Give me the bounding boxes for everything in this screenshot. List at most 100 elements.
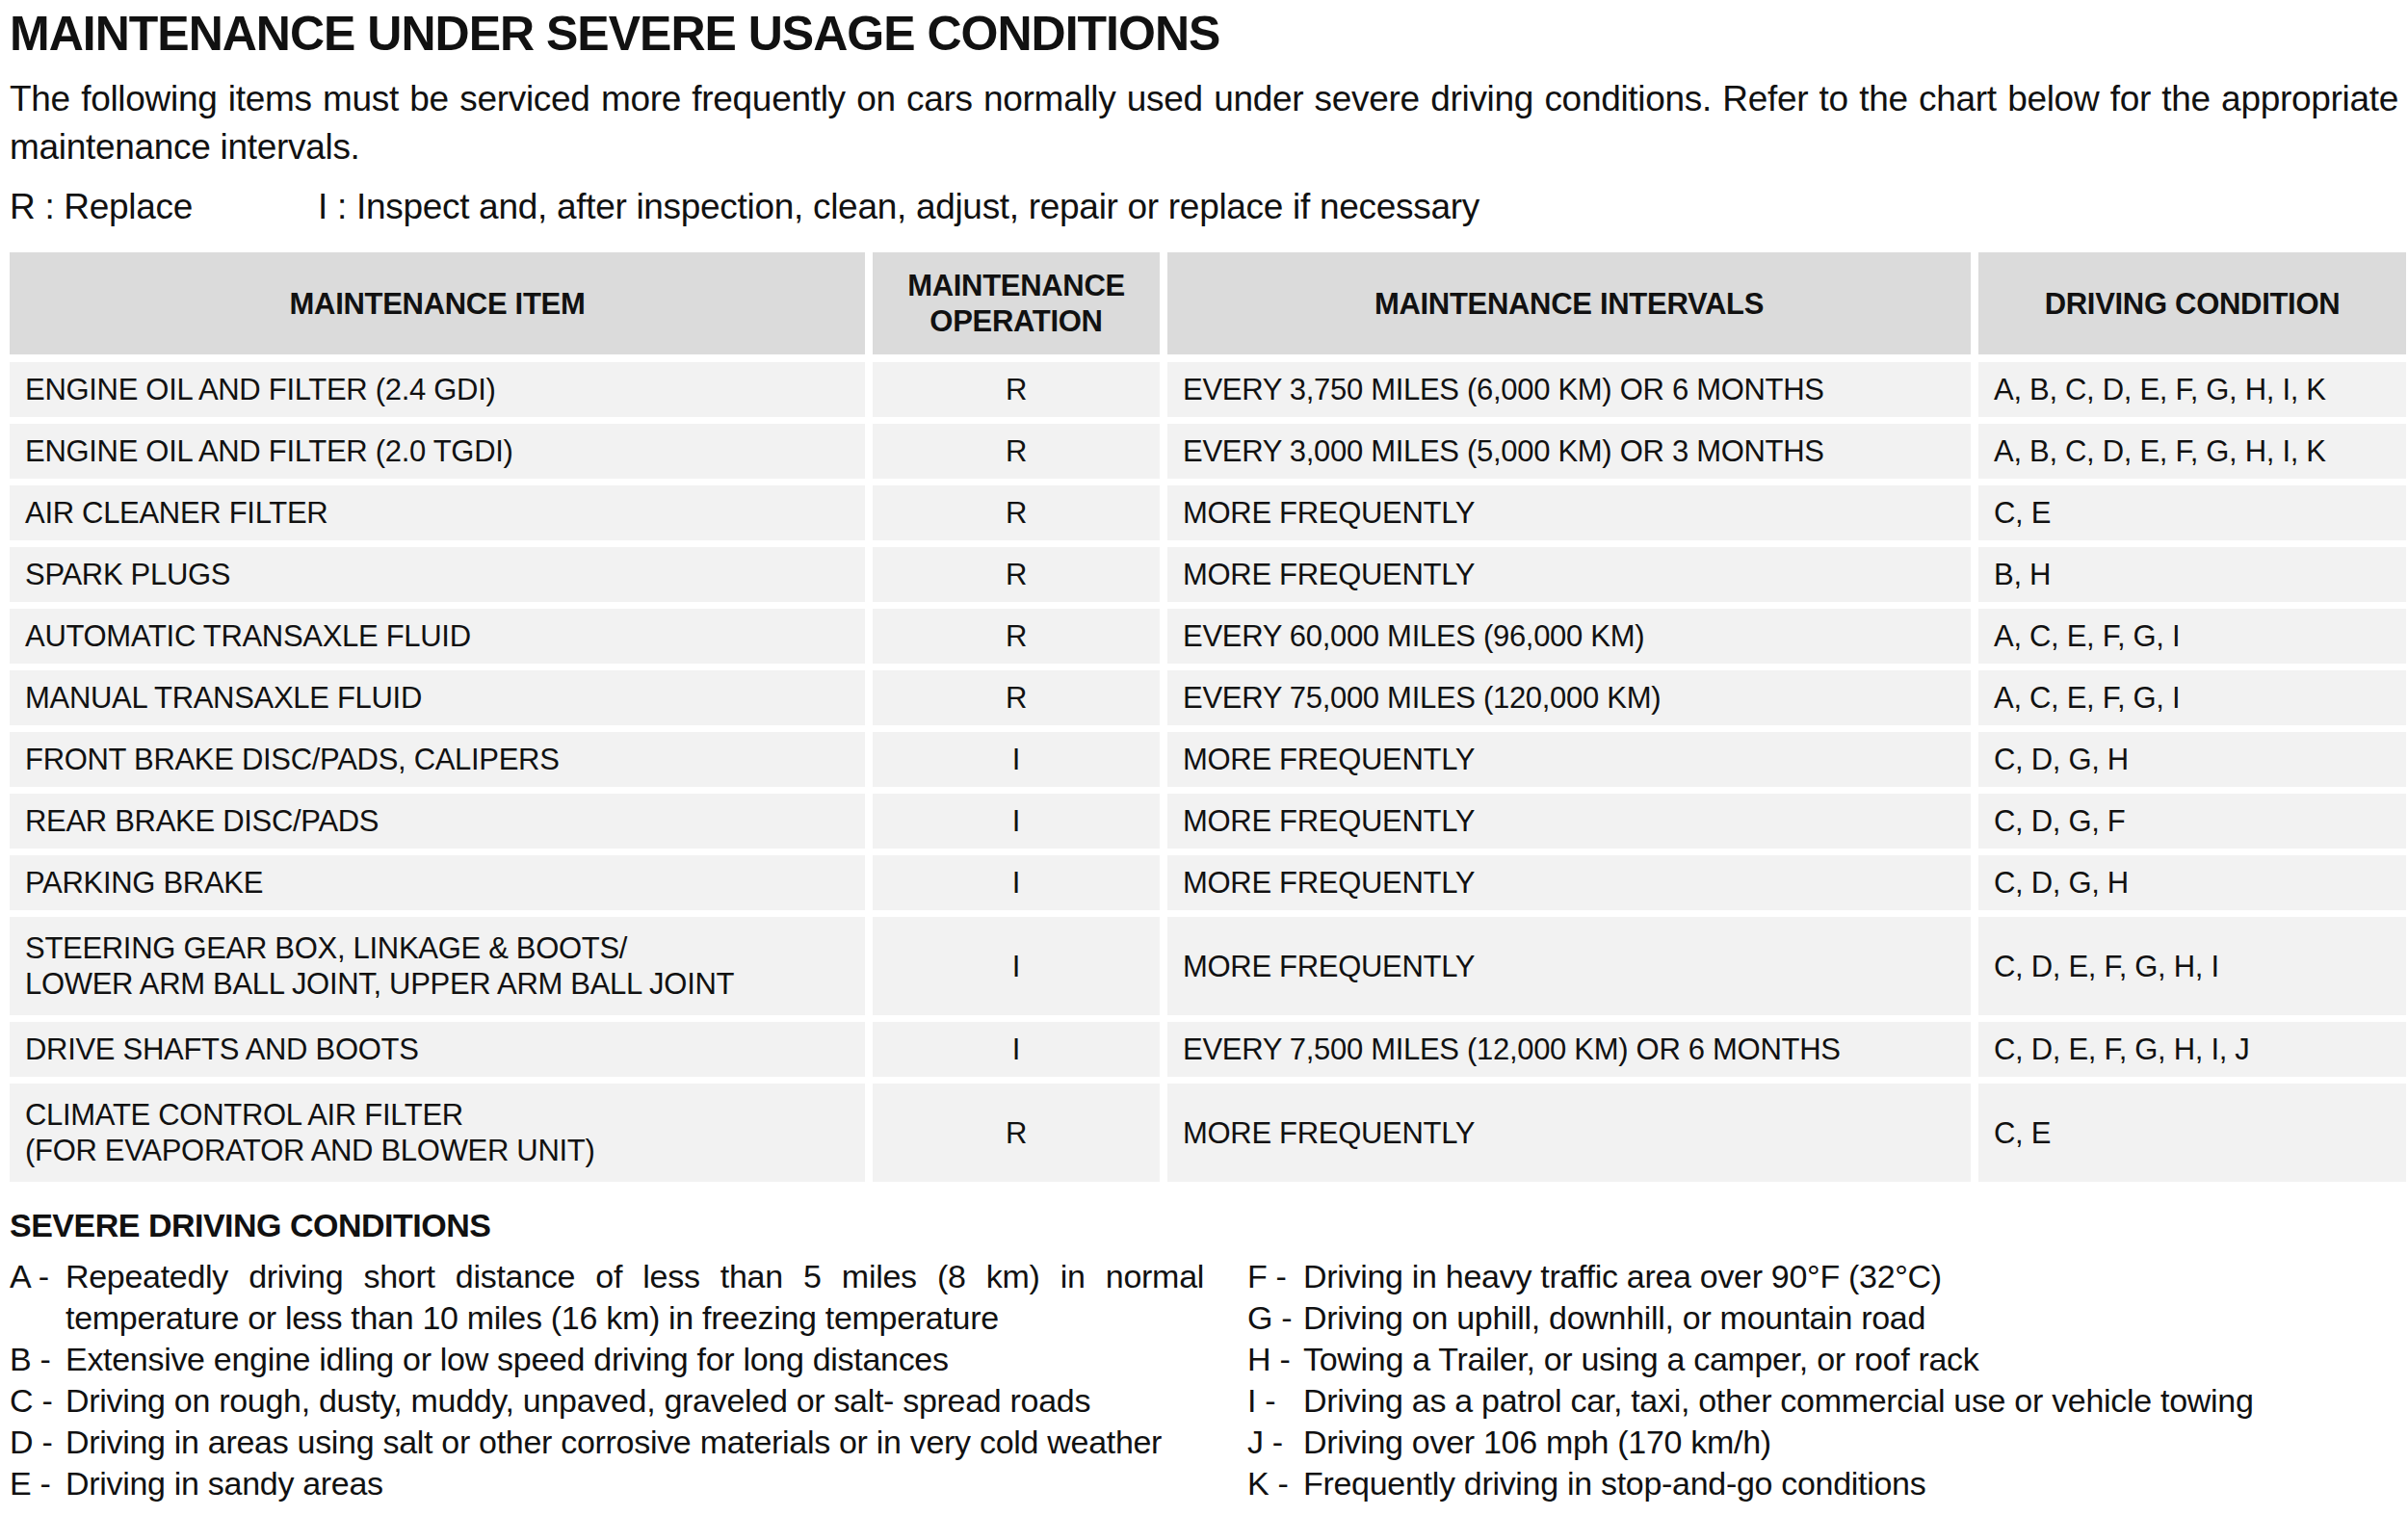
condition-label: B -	[10, 1339, 65, 1380]
table-row: FRONT BRAKE DISC/PADS, CALIPERS I MORE F…	[10, 732, 2406, 787]
legend-inspect: I : Inspect and, after inspection, clean…	[318, 187, 1479, 227]
page-title: MAINTENANCE UNDER SEVERE USAGE CONDITION…	[10, 6, 2398, 62]
maintenance-operation-cell: I	[873, 855, 1160, 910]
table-row: CLIMATE CONTROL AIR FILTER (FOR EVAPORAT…	[10, 1084, 2406, 1182]
driving-condition-cell: A, B, C, D, E, F, G, H, I, K	[1978, 362, 2406, 417]
maintenance-item-cell: AUTOMATIC TRANSAXLE FLUID	[10, 609, 865, 664]
driving-condition-cell: C, D, E, F, G, H, I, J	[1978, 1022, 2406, 1077]
severe-conditions-right-column: F - Driving in heavy traffic area over 9…	[1247, 1256, 2398, 1504]
maintenance-operation-cell: R	[873, 485, 1160, 540]
driving-condition-cell: C, E	[1978, 485, 2406, 540]
maintenance-item-cell: MANUAL TRANSAXLE FLUID	[10, 670, 865, 725]
driving-condition-cell: A, C, E, F, G, I	[1978, 670, 2406, 725]
table-row: DRIVE SHAFTS AND BOOTS I EVERY 7,500 MIL…	[10, 1022, 2406, 1077]
maintenance-interval-cell: EVERY 75,000 MILES (120,000 KM)	[1167, 670, 1971, 725]
condition-item-f: F - Driving in heavy traffic area over 9…	[1247, 1256, 2398, 1297]
table-row: AIR CLEANER FILTER R MORE FREQUENTLY C, …	[10, 485, 2406, 540]
condition-label: J -	[1247, 1422, 1303, 1463]
driving-condition-cell: C, E	[1978, 1084, 2406, 1182]
condition-label: C -	[10, 1380, 65, 1422]
driving-condition-cell: C, D, E, F, G, H, I	[1978, 917, 2406, 1015]
table-row: ENGINE OIL AND FILTER (2.0 TGDI) R EVERY…	[10, 424, 2406, 479]
maintenance-operation-cell: I	[873, 1022, 1160, 1077]
driving-condition-cell: A, C, E, F, G, I	[1978, 609, 2406, 664]
maintenance-interval-cell: EVERY 60,000 MILES (96,000 KM)	[1167, 609, 1971, 664]
table-row: ENGINE OIL AND FILTER (2.4 GDI) R EVERY …	[10, 362, 2406, 417]
maintenance-item-cell: REAR BRAKE DISC/PADS	[10, 794, 865, 849]
operation-legend: R : Replace I : Inspect and, after inspe…	[10, 187, 2398, 227]
table-row: STEERING GEAR BOX, LINKAGE & BOOTS/ LOWE…	[10, 917, 2406, 1015]
condition-text: Extensive engine idling or low speed dri…	[65, 1339, 1204, 1380]
maintenance-item-cell: PARKING BRAKE	[10, 855, 865, 910]
maintenance-operation-cell: R	[873, 1084, 1160, 1182]
condition-item-i: I - Driving as a patrol car, taxi, other…	[1247, 1380, 2398, 1422]
driving-condition-cell: C, D, G, H	[1978, 732, 2406, 787]
condition-label: G -	[1247, 1297, 1303, 1339]
table-row: MANUAL TRANSAXLE FLUID R EVERY 75,000 MI…	[10, 670, 2406, 725]
maintenance-interval-cell: MORE FREQUENTLY	[1167, 485, 1971, 540]
maintenance-interval-cell: MORE FREQUENTLY	[1167, 732, 1971, 787]
header-driving-condition: DRIVING CONDITION	[1978, 252, 2406, 354]
condition-item-b: B - Extensive engine idling or low speed…	[10, 1339, 1204, 1380]
maintenance-operation-cell: I	[873, 794, 1160, 849]
table-row: PARKING BRAKE I MORE FREQUENTLY C, D, G,…	[10, 855, 2406, 910]
maintenance-operation-cell: I	[873, 732, 1160, 787]
header-maintenance-item: MAINTENANCE ITEM	[10, 252, 865, 354]
condition-label: I -	[1247, 1380, 1303, 1422]
condition-text: Driving as a patrol car, taxi, other com…	[1303, 1380, 2398, 1422]
condition-text: Driving in heavy traffic area over 90°F …	[1303, 1256, 2398, 1297]
intro-paragraph: The following items must be serviced mor…	[10, 75, 2398, 171]
condition-item-d: D - Driving in areas using salt or other…	[10, 1422, 1204, 1463]
condition-label: F -	[1247, 1256, 1303, 1297]
maintenance-operation-cell: R	[873, 670, 1160, 725]
condition-item-a: A - Repeatedly driving short distance of…	[10, 1256, 1204, 1339]
condition-label: D -	[10, 1422, 65, 1463]
maintenance-interval-cell: MORE FREQUENTLY	[1167, 1084, 1971, 1182]
maintenance-item-cell: FRONT BRAKE DISC/PADS, CALIPERS	[10, 732, 865, 787]
maintenance-interval-cell: MORE FREQUENTLY	[1167, 855, 1971, 910]
table-row: AUTOMATIC TRANSAXLE FLUID R EVERY 60,000…	[10, 609, 2406, 664]
maintenance-interval-cell: MORE FREQUENTLY	[1167, 547, 1971, 602]
legend-replace: R : Replace	[10, 187, 193, 227]
condition-text: Towing a Trailer, or using a camper, or …	[1303, 1339, 2398, 1380]
condition-text: Driving in sandy areas	[65, 1463, 1204, 1504]
maintenance-operation-cell: R	[873, 362, 1160, 417]
maintenance-operation-cell: I	[873, 917, 1160, 1015]
header-maintenance-intervals: MAINTENANCE INTERVALS	[1167, 252, 1971, 354]
maintenance-item-cell: ENGINE OIL AND FILTER (2.4 GDI)	[10, 362, 865, 417]
severe-driving-conditions-section: SEVERE DRIVING CONDITIONS A - Repeatedly…	[10, 1207, 2398, 1504]
maintenance-operation-cell: R	[873, 547, 1160, 602]
maintenance-item-cell: CLIMATE CONTROL AIR FILTER (FOR EVAPORAT…	[10, 1084, 865, 1182]
maintenance-interval-cell: MORE FREQUENTLY	[1167, 794, 1971, 849]
condition-text: Driving in areas using salt or other cor…	[65, 1422, 1204, 1463]
header-maintenance-operation: MAINTENANCE OPERATION	[873, 252, 1160, 354]
maintenance-item-cell: SPARK PLUGS	[10, 547, 865, 602]
condition-label: K -	[1247, 1463, 1303, 1504]
condition-text: Driving on rough, dusty, muddy, unpaved,…	[65, 1380, 1204, 1422]
driving-condition-cell: A, B, C, D, E, F, G, H, I, K	[1978, 424, 2406, 479]
condition-item-g: G - Driving on uphill, downhill, or moun…	[1247, 1297, 2398, 1339]
condition-text: Frequently driving in stop-and-go condit…	[1303, 1463, 2398, 1504]
maintenance-item-cell: DRIVE SHAFTS AND BOOTS	[10, 1022, 865, 1077]
maintenance-interval-cell: EVERY 3,750 MILES (6,000 KM) OR 6 MONTHS	[1167, 362, 1971, 417]
driving-condition-cell: C, D, G, F	[1978, 794, 2406, 849]
maintenance-item-cell: STEERING GEAR BOX, LINKAGE & BOOTS/ LOWE…	[10, 917, 865, 1015]
driving-condition-cell: C, D, G, H	[1978, 855, 2406, 910]
condition-item-e: E - Driving in sandy areas	[10, 1463, 1204, 1504]
severe-conditions-left-column: A - Repeatedly driving short distance of…	[10, 1256, 1204, 1504]
maintenance-item-cell: ENGINE OIL AND FILTER (2.0 TGDI)	[10, 424, 865, 479]
maintenance-interval-cell: MORE FREQUENTLY	[1167, 917, 1971, 1015]
condition-item-c: C - Driving on rough, dusty, muddy, unpa…	[10, 1380, 1204, 1422]
severe-conditions-heading: SEVERE DRIVING CONDITIONS	[10, 1207, 2398, 1244]
maintenance-item-cell: AIR CLEANER FILTER	[10, 485, 865, 540]
maintenance-interval-cell: EVERY 7,500 MILES (12,000 KM) OR 6 MONTH…	[1167, 1022, 1971, 1077]
document: { "doc": { "title": "MAINTENANCE UNDER S…	[0, 0, 2408, 1516]
condition-item-j: J - Driving over 106 mph (170 km/h)	[1247, 1422, 2398, 1463]
maintenance-interval-cell: EVERY 3,000 MILES (5,000 KM) OR 3 MONTHS	[1167, 424, 1971, 479]
condition-text: Repeatedly driving short distance of les…	[65, 1256, 1204, 1339]
driving-condition-cell: B, H	[1978, 547, 2406, 602]
condition-item-h: H - Towing a Trailer, or using a camper,…	[1247, 1339, 2398, 1380]
table-row: REAR BRAKE DISC/PADS I MORE FREQUENTLY C…	[10, 794, 2406, 849]
condition-item-k: K - Frequently driving in stop-and-go co…	[1247, 1463, 2398, 1504]
condition-label: H -	[1247, 1339, 1303, 1380]
